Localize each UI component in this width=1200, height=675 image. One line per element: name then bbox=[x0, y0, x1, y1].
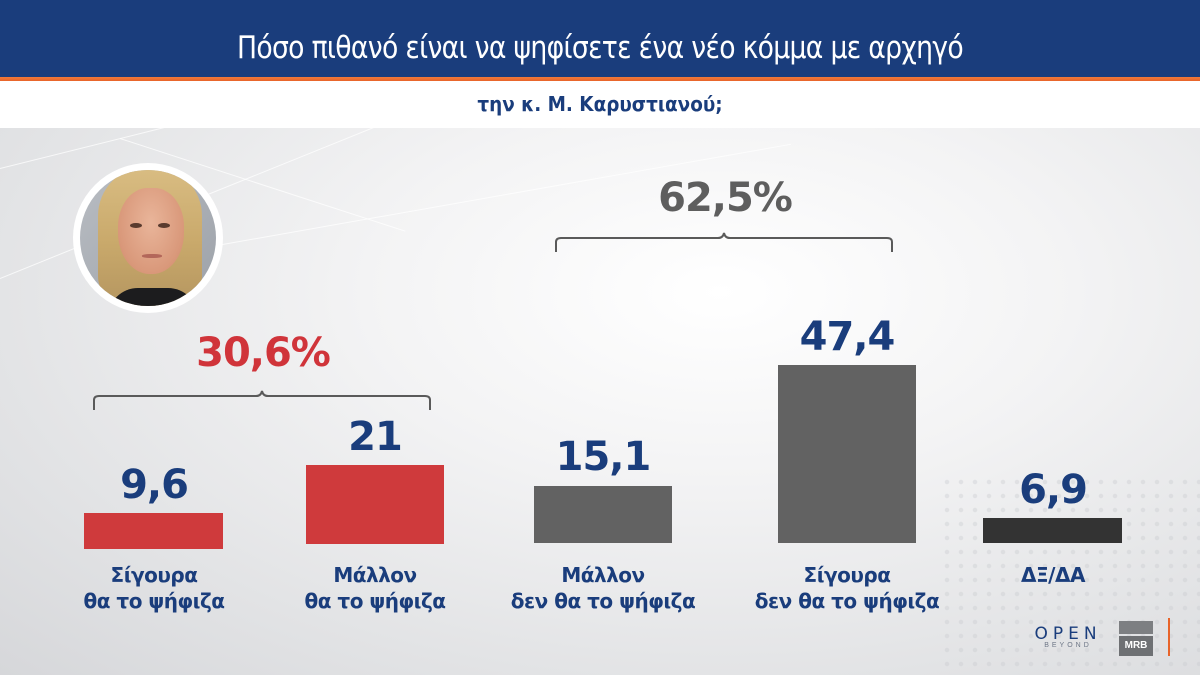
brace-negative bbox=[555, 232, 893, 252]
category-label-probably-no: Μάλλον δεν θα το ψήφιζα bbox=[510, 563, 696, 613]
group-label-negative: 62,5% bbox=[658, 175, 793, 221]
bar-value-probably-no: 15,1 bbox=[555, 434, 652, 480]
category-label-definitely-yes: Σίγουρα θα το ψήφιζα bbox=[83, 563, 225, 613]
chart-title: Πόσο πιθανό είναι να ψηφίσετε ένα νέο κό… bbox=[236, 30, 964, 66]
bar-probably-yes bbox=[306, 465, 444, 544]
group-label-positive: 30,6% bbox=[196, 330, 331, 376]
logo-divider bbox=[1168, 618, 1170, 656]
bar-value-definitely-yes: 9,6 bbox=[120, 462, 189, 508]
bar-value-definitely-no: 47,4 bbox=[799, 314, 896, 360]
person-photo bbox=[80, 170, 216, 306]
subheader-bar: την κ. Μ. Καρυστιανού; bbox=[0, 81, 1200, 128]
accent-divider bbox=[0, 77, 1200, 81]
category-label-dkna: ΔΞ/ΔΑ bbox=[1021, 563, 1085, 587]
header-bar: Πόσο πιθανό είναι να ψηφίσετε ένα νέο κό… bbox=[0, 0, 1200, 77]
bar-dkna bbox=[983, 518, 1122, 543]
category-label-definitely-no: Σίγουρα δεν θα το ψήφιζα bbox=[754, 563, 940, 613]
brace-positive bbox=[93, 390, 431, 410]
bar-probably-no bbox=[534, 486, 672, 543]
open-beyond-logo: OPEN BEYOND bbox=[1034, 624, 1102, 649]
bar-value-probably-yes: 21 bbox=[348, 414, 403, 460]
mrb-logo: MRB bbox=[1119, 621, 1153, 656]
bar-value-dkna: 6,9 bbox=[1019, 467, 1088, 513]
bar-definitely-no bbox=[778, 365, 916, 543]
category-label-probably-yes: Μάλλον θα το ψήφιζα bbox=[304, 563, 446, 613]
chart-subtitle: την κ. Μ. Καρυστιανού; bbox=[477, 92, 723, 116]
bar-definitely-yes bbox=[84, 513, 223, 549]
avatar bbox=[73, 163, 223, 313]
